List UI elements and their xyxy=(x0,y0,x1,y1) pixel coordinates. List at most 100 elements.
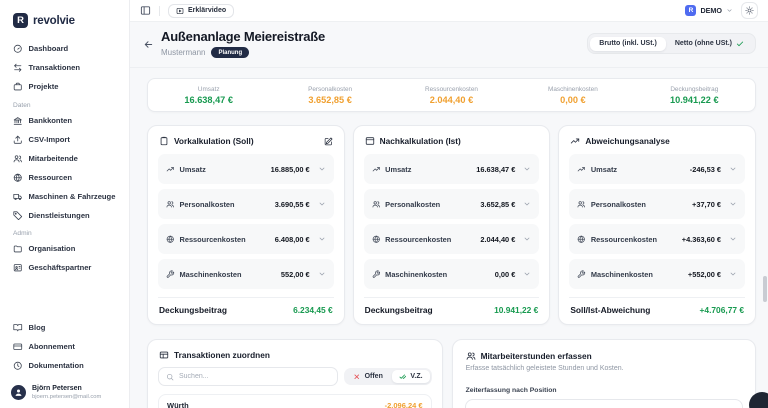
chevron-down-icon xyxy=(524,202,530,206)
card-title: Abweichungsanalyse xyxy=(585,136,670,146)
panel-top-icon xyxy=(365,137,374,145)
x-icon xyxy=(354,374,360,379)
globe-icon xyxy=(578,235,586,243)
abw-row-umsatz[interactable]: Umsatz -246,53 € xyxy=(569,154,745,184)
wrench-icon xyxy=(372,270,380,278)
users-icon xyxy=(13,154,22,162)
row-value: 3.690,55 € xyxy=(274,199,310,209)
client-name: Mustermann xyxy=(161,48,206,57)
sidebar-item-dashboard[interactable]: Dashboard xyxy=(9,41,120,57)
chevron-down-icon xyxy=(730,272,736,276)
users-icon xyxy=(166,200,174,208)
sidebar-item-label: Blog xyxy=(28,323,46,333)
soll-row-maschinenkosten[interactable]: Maschinenkosten 552,00 € xyxy=(158,259,334,289)
row-label: Umsatz xyxy=(590,164,618,174)
card-title: Nachkalkulation (Ist) xyxy=(379,136,461,146)
explainer-video-button[interactable]: Erklärvideo xyxy=(168,3,235,18)
transaction-search xyxy=(158,367,339,386)
sidebar-nav: Dashboard Transaktionen Projekte Daten B… xyxy=(9,41,120,279)
sidebar-item-mitarbeitende[interactable]: Mitarbeitende xyxy=(9,151,120,167)
timesheet-section-label: Zeiterfassung nach Position xyxy=(465,387,557,394)
soll-row-personalkosten[interactable]: Personalkosten 3.690,55 € xyxy=(158,189,334,219)
ist-row-ressourcenkosten[interactable]: Ressourcenkosten 2.044,40 € xyxy=(363,224,540,254)
book-open-icon xyxy=(13,324,23,332)
edit-vorkalkulation-button[interactable] xyxy=(324,137,333,146)
swap-arrows-icon xyxy=(14,63,22,72)
trending-up-icon xyxy=(372,166,380,172)
ist-row-personalkosten[interactable]: Personalkosten 3.652,85 € xyxy=(363,189,540,219)
row-label: Personalkosten xyxy=(590,199,646,209)
row-label: Personalkosten xyxy=(385,199,441,209)
sidebar-item-bankkonten[interactable]: Bankkonten xyxy=(9,113,120,129)
row-value: +37,70 € xyxy=(692,199,721,209)
tax-netto-button[interactable]: Netto (ohne USt.) xyxy=(666,36,753,51)
sidebar-item-geschaeftspartner[interactable]: Geschäftspartner xyxy=(9,260,120,276)
sidebar-item-label: Maschinen & Fahrzeuge xyxy=(28,191,116,201)
account-menu-button[interactable]: R DEMO xyxy=(685,5,733,16)
row-value: 552,00 € xyxy=(280,269,310,279)
back-button[interactable] xyxy=(143,39,154,50)
sidebar-item-abonnement[interactable]: Abonnement xyxy=(9,339,120,355)
row-label: Ressourcenkosten xyxy=(385,234,452,244)
soll-row-umsatz[interactable]: Umsatz 16.885,00 € xyxy=(158,154,334,184)
help-floating-button[interactable] xyxy=(749,392,768,408)
upload-icon xyxy=(13,135,22,144)
kpi-personalkosten: Personalkosten 3.652,85 € xyxy=(269,86,390,105)
tax-brutto-button[interactable]: Brutto (inkl. USt.) xyxy=(590,36,666,51)
sidebar-item-transaktionen[interactable]: Transaktionen xyxy=(9,60,120,76)
sidebar-item-projekte[interactable]: Projekte xyxy=(9,79,120,95)
wrench-icon xyxy=(578,270,586,278)
sidebar-item-maschinen-fahrzeuge[interactable]: Maschinen & Fahrzeuge xyxy=(9,189,120,205)
filter-vz-button[interactable]: V.Z. xyxy=(391,370,430,383)
footer-value: 10.941,22 € xyxy=(494,305,539,315)
kpi-label: Deckungsbeitrag xyxy=(670,85,719,93)
abweichungsanalyse-card: Abweichungsanalyse Umsatz -246,53 € Pers… xyxy=(558,125,756,325)
sidebar-item-label: Dienstleistungen xyxy=(28,210,90,220)
nachkalkulation-card: Nachkalkulation (Ist) Umsatz 16.638,47 €… xyxy=(352,125,551,325)
sidebar-toggle-button[interactable] xyxy=(140,5,151,16)
sidebar-item-csv-import[interactable]: CSV-Import xyxy=(9,132,120,148)
theme-toggle-button[interactable] xyxy=(741,2,758,19)
ist-row-umsatz[interactable]: Umsatz 16.638,47 € xyxy=(363,154,540,184)
kpi-value: 3.652,85 € xyxy=(308,94,352,105)
sidebar-footer-nav: Blog Abonnement Dokumentation xyxy=(9,320,120,377)
chevron-down-icon xyxy=(730,202,736,206)
footer-value: +4.706,77 € xyxy=(699,305,744,315)
position-select[interactable] xyxy=(464,399,743,408)
folder-icon xyxy=(13,245,22,253)
sidebar-item-dienstleistungen[interactable]: Dienstleistungen xyxy=(9,208,120,224)
ist-row-maschinenkosten[interactable]: Maschinenkosten 0,00 € xyxy=(363,259,540,289)
chevron-down-icon xyxy=(730,237,736,241)
transaction-filters: Offen V.Z. xyxy=(344,368,432,385)
abw-row-maschinenkosten[interactable]: Maschinenkosten +552,00 € xyxy=(569,259,745,289)
chevron-down-icon xyxy=(319,272,325,276)
brand-mark-icon: R xyxy=(13,13,28,28)
soll-row-ressourcenkosten[interactable]: Ressourcenkosten 6.408,00 € xyxy=(158,224,334,254)
transactions-card: Transaktionen zuordnen Offen xyxy=(147,339,443,408)
filter-offen-button[interactable]: Offen xyxy=(346,370,390,383)
tax-mode-toggle: Brutto (inkl. USt.) Netto (ohne USt.) xyxy=(587,33,756,54)
sidebar-item-label: Projekte xyxy=(28,82,59,92)
sidebar-item-blog[interactable]: Blog xyxy=(9,320,120,336)
search-input[interactable] xyxy=(179,373,331,380)
briefcase-icon xyxy=(13,82,22,91)
sidebar-item-organisation[interactable]: Organisation xyxy=(9,241,120,257)
search-icon xyxy=(167,373,174,380)
trending-up-icon xyxy=(571,138,580,144)
scrollbar-thumb[interactable] xyxy=(763,276,767,302)
transaction-row[interactable]: Würth -2.096,24 € xyxy=(158,394,432,408)
row-value: +4.363,60 € xyxy=(681,234,721,244)
card-title: Transaktionen zuordnen xyxy=(174,350,270,360)
chevron-down-icon xyxy=(319,167,325,171)
page-header: Außenanlage Meiereistraße Mustermann Pla… xyxy=(130,22,768,68)
abw-row-personalkosten[interactable]: Personalkosten +37,70 € xyxy=(569,189,745,219)
user-email: bjoern.petersen@mail.com xyxy=(32,393,102,400)
globe-icon xyxy=(166,235,174,243)
users-icon xyxy=(466,352,475,360)
kpi-maschinenkosten: Maschinenkosten 0,00 € xyxy=(512,86,633,105)
sidebar-item-dokumentation[interactable]: Dokumentation xyxy=(9,358,120,374)
chevron-down-icon xyxy=(727,9,732,12)
abw-row-ressourcenkosten[interactable]: Ressourcenkosten +4.363,60 € xyxy=(569,224,745,254)
user-profile[interactable]: Björn Petersen bjoern.petersen@mail.com xyxy=(9,381,120,400)
sidebar-item-ressourcen[interactable]: Ressourcen xyxy=(9,170,120,186)
